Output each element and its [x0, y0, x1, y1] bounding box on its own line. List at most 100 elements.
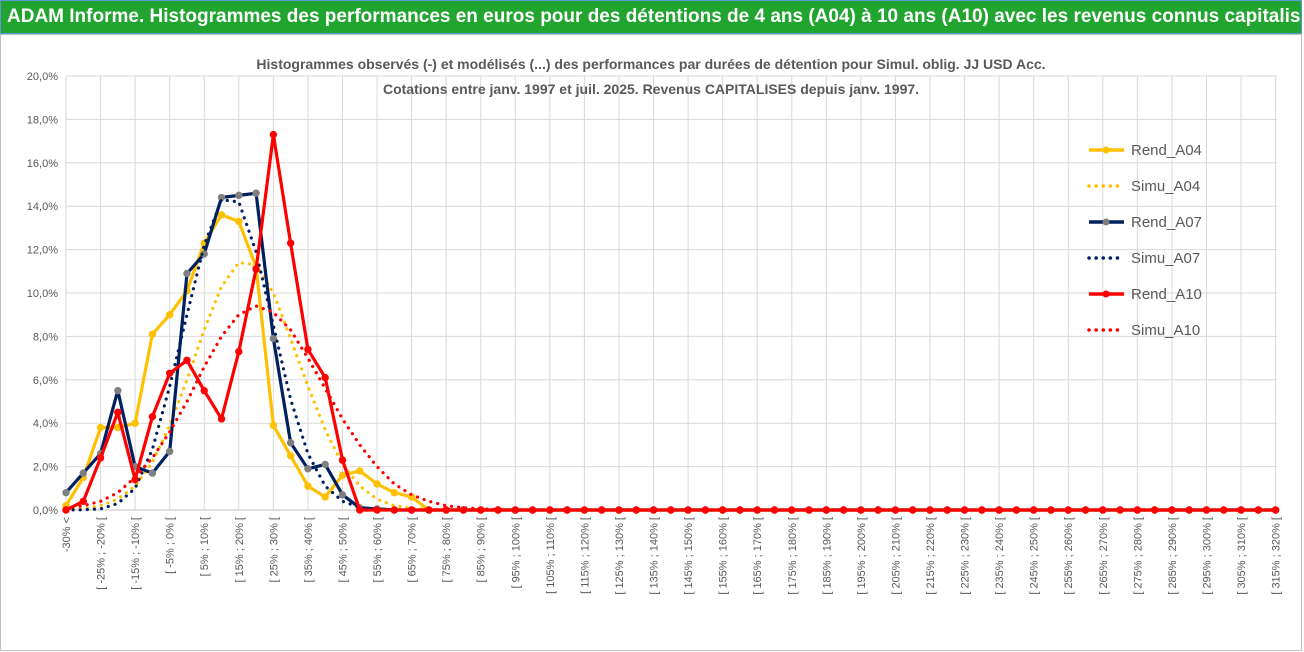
x-tick-label: [ 185% ; 190% [	[821, 517, 833, 595]
data-point-rend-a04	[338, 471, 347, 479]
x-tick-label: [ 65% ; 70% [	[407, 517, 419, 582]
data-point-rend-a07	[148, 469, 157, 477]
y-tick-label: 6,0%	[33, 375, 58, 387]
x-tick-label: [ 145% ; 150% [	[683, 517, 695, 595]
data-point-rend-a10	[286, 239, 295, 247]
data-point-rend-a04	[235, 217, 243, 226]
y-tick-label: 18,0%	[27, 114, 58, 126]
legend-label: Rend_A10	[1131, 286, 1202, 303]
x-tick-label: [ 205% ; 210% [	[890, 517, 902, 595]
data-point-rend-a10	[321, 373, 329, 382]
data-point-rend-a04	[304, 482, 312, 490]
data-point-rend-a10	[148, 412, 157, 421]
data-point-rend-a07	[338, 491, 347, 499]
x-tick-label: [ -25% ; -20% [	[96, 517, 108, 590]
y-tick-label: 8,0%	[33, 331, 58, 343]
data-point-rend-a07	[321, 460, 329, 469]
data-point-rend-a10	[407, 506, 416, 514]
x-tick-label: [ 85% ; 90% [	[476, 517, 488, 582]
data-point-rend-a04	[373, 480, 381, 488]
x-tick-label: [ 115% ; 120% [	[579, 517, 591, 594]
data-point-rend-a10	[235, 347, 243, 356]
series-line-rend-a10	[65, 132, 1276, 512]
y-tick-label: 0,0%	[33, 505, 58, 517]
chart-svg: 0,0% 2,0% 4,0% 6,0% 8,0% 10,0% 12,0% 14,0% 16,0%…	[27, 56, 1283, 595]
x-tick-label: [ 155% ; 160% [	[718, 517, 730, 595]
x-tick-label: [ 215% ; 220% [	[925, 517, 937, 595]
x-tick-label: [ 45% ; 50% [	[337, 517, 349, 582]
data-point-rend-a04	[286, 452, 295, 460]
legend-label: Rend_A04	[1131, 142, 1202, 159]
legend-label: Simu_A10	[1131, 322, 1200, 339]
legend: Rend_A04 Simu_A04 Rend_A07 Simu_A07 Rend_A10…	[1087, 142, 1202, 339]
data-point-rend-a04	[131, 419, 139, 427]
x-tick-label: [ 25% ; 30% [	[268, 517, 280, 582]
x-tick-label: [ 275% ; 280% [	[1132, 517, 1144, 595]
legend-marker	[1102, 290, 1110, 298]
series-line-simu-a10	[64, 304, 1278, 512]
legend-marker	[1102, 218, 1110, 226]
data-point-rend-a10	[390, 506, 399, 514]
header-title: ADAM Informe. Histogrammes des performan…	[0, 0, 1302, 34]
data-point-rend-a04	[96, 423, 105, 432]
data-point-rend-a07	[235, 191, 243, 200]
data-point-rend-a10	[217, 415, 226, 423]
data-point-rend-a10	[338, 456, 347, 464]
series-line-rend-a04	[64, 213, 1276, 512]
x-tick-label: [ 35% ; 40% [	[303, 517, 315, 582]
data-point-rend-a10	[200, 386, 208, 395]
data-point-rend-a10	[114, 408, 122, 417]
x-tick-label: [ 305% ; 310% [	[1236, 517, 1248, 595]
chart-subtitle: Cotations entre janv. 1997 et juil. 2025…	[383, 81, 919, 97]
data-point-rend-a10	[269, 130, 278, 139]
data-point-rend-a07	[79, 469, 87, 477]
data-point-rend-a07	[114, 386, 122, 395]
x-tick-label: [ 225% ; 230% [	[960, 517, 972, 595]
y-tick-label: 12,0%	[27, 245, 58, 257]
x-tick-label: [ 245% ; 250% [	[1029, 517, 1041, 595]
y-tick-label: 2,0%	[33, 462, 58, 474]
legend-label: Simu_A04	[1131, 178, 1200, 195]
x-tick-label: [ 75% ; 80% [	[441, 517, 453, 582]
x-tick-label: [ 285% ; 290% [	[1167, 517, 1179, 595]
data-point-rend-a04	[165, 311, 174, 319]
x-tick-label: [ 95% ; 100% [	[510, 517, 522, 589]
y-tick-label: 4,0%	[33, 418, 58, 430]
chart-frame: 0,0% 2,0% 4,0% 6,0% 8,0% 10,0% 12,0% 14,0% 16,0%…	[0, 34, 1302, 651]
data-point-rend-a07	[269, 334, 278, 343]
y-tick-label: 20,0%	[27, 71, 58, 83]
data-point-rend-a10	[425, 506, 433, 514]
y-tick-label: 16,0%	[27, 158, 58, 170]
x-tick-label: [ 5% ; 10% [	[199, 517, 211, 576]
legend-label: Simu_A07	[1131, 250, 1200, 267]
data-point-rend-a10	[79, 497, 87, 506]
plot-area	[62, 130, 1280, 514]
x-tick-label: [ -15% ; -10% [	[130, 517, 142, 590]
legend-label: Rend_A07	[1131, 214, 1202, 231]
x-tick-label: [ 105% ; 110% [	[545, 517, 557, 594]
chart-title: Histogrammes observés (-) et modélisés (…	[256, 56, 1045, 72]
x-tick-label: [ -5% ; 0% [	[165, 517, 177, 574]
x-tick-label: [ 195% ; 200% [	[856, 517, 868, 595]
data-point-rend-a07	[286, 439, 295, 447]
data-point-rend-a04	[321, 493, 329, 501]
data-point-rend-a07	[62, 488, 70, 497]
x-tick-label: [ 265% ; 270% [	[1098, 517, 1110, 595]
data-point-rend-a10	[165, 369, 174, 377]
x-tick-label: [ 235% ; 240% [	[994, 517, 1006, 595]
data-point-rend-a10	[356, 506, 364, 514]
data-point-rend-a04	[217, 211, 226, 219]
data-point-rend-a04	[390, 488, 399, 497]
data-point-rend-a07	[183, 269, 191, 278]
data-point-rend-a04	[148, 330, 157, 338]
x-tick-label: [ 255% ; 260% [	[1063, 517, 1075, 595]
x-tick-label: [ 135% ; 140% [	[649, 517, 661, 595]
data-point-rend-a10	[96, 454, 105, 462]
x-tick-label: [ 125% ; 130% [	[614, 517, 626, 595]
legend-marker	[1102, 146, 1110, 154]
y-tick-label: 10,0%	[27, 288, 58, 300]
data-point-rend-a10	[442, 506, 450, 514]
y-tick-label: 14,0%	[27, 201, 58, 213]
y-axis: 0,0% 2,0% 4,0% 6,0% 8,0% 10,0% 12,0% 14,0% 16,0%…	[27, 71, 58, 517]
x-tick-label: [ 165% ; 170% [	[752, 517, 764, 595]
